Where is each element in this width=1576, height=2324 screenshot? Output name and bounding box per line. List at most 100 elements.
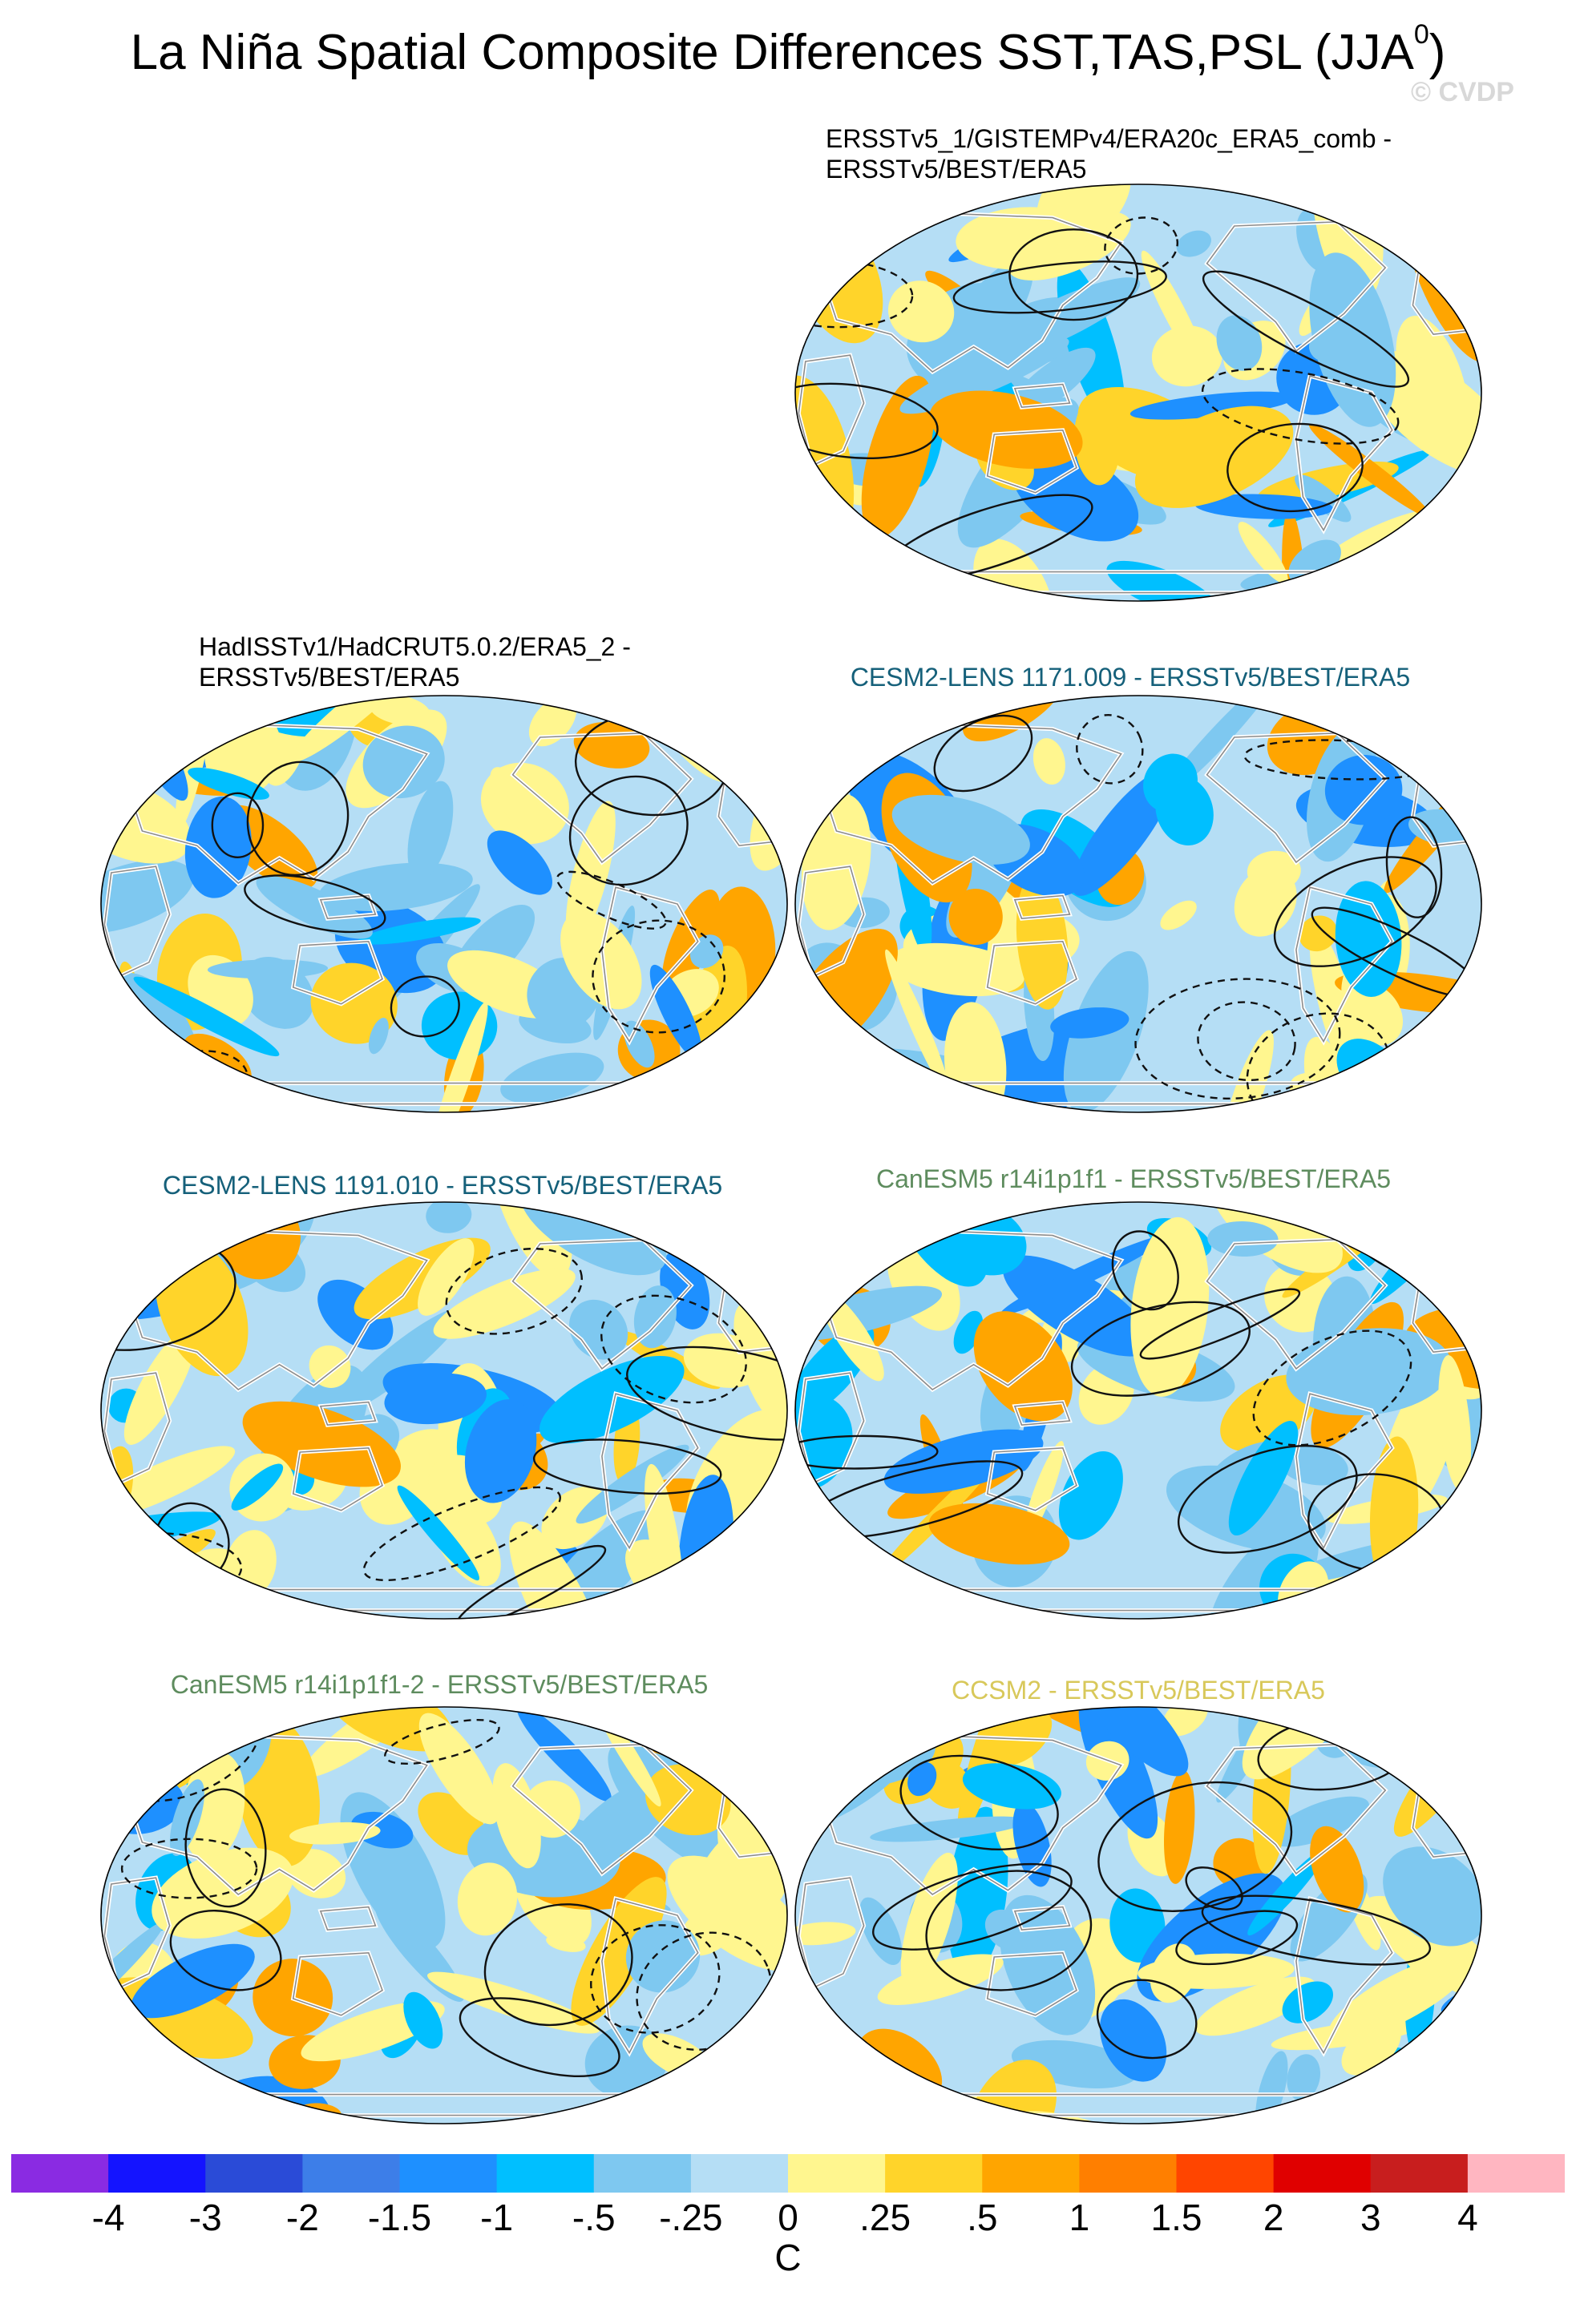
anomaly-patch xyxy=(861,375,935,539)
map-border xyxy=(100,1706,788,2124)
anomaly-patch xyxy=(1324,755,1403,825)
anomaly-patch xyxy=(397,1485,479,1581)
coastline xyxy=(798,1877,865,1990)
anomaly-patch xyxy=(1294,474,1352,522)
pressure-contour xyxy=(246,761,350,877)
anomaly-patch xyxy=(887,280,955,343)
anomaly-patch xyxy=(182,1751,245,1862)
pressure-contour xyxy=(1139,1288,1301,1360)
anomaly-patch xyxy=(309,1345,351,1388)
pressure-contour xyxy=(1202,270,1410,388)
map-panel-6 xyxy=(100,1706,788,2124)
pressure-contour xyxy=(600,1294,747,1404)
anomaly-patch xyxy=(188,767,269,800)
colorbar-swatch xyxy=(302,2154,401,2193)
pressure-contour xyxy=(568,775,689,886)
anomaly-patch xyxy=(487,830,552,895)
pressure-contour xyxy=(169,1910,282,1991)
anomaly-patch xyxy=(490,767,544,837)
anomaly-patch xyxy=(752,1712,787,1791)
anomaly-patch xyxy=(169,1779,204,1856)
pressure-contour xyxy=(872,1862,1073,1951)
map-panel-7 xyxy=(794,1706,1482,2124)
anomaly-patch xyxy=(759,1755,782,1795)
panel-2-label: HadISSTv1/HadCRUT5.0.2/ERA5_2 - ERSSTv5/… xyxy=(199,631,631,692)
anomaly-patch xyxy=(1073,397,1121,486)
pressure-contour xyxy=(157,1050,249,1108)
anomaly-patch xyxy=(242,1401,401,1487)
anomaly-patch xyxy=(107,2068,176,2124)
colorbar-swatch xyxy=(1273,2154,1372,2193)
colorbar-swatch xyxy=(1176,2154,1275,2193)
colorbar-swatch xyxy=(1079,2154,1178,2193)
anomaly-patch xyxy=(870,1816,1028,1842)
anomaly-patch xyxy=(1308,423,1432,518)
anomaly-patch xyxy=(1386,1071,1481,1112)
anomaly-patch xyxy=(1050,1007,1129,1039)
anomaly-patch xyxy=(962,1763,1061,1810)
colorbar-tick-label: -2 xyxy=(285,2197,319,2238)
anomaly-patch xyxy=(133,976,280,1057)
map-border xyxy=(100,1201,788,1620)
coastline xyxy=(1206,1743,1387,1875)
pressure-contour xyxy=(952,260,1167,314)
anomaly-patch xyxy=(1216,315,1263,371)
coastline xyxy=(1206,220,1387,353)
colorbar-swatch xyxy=(1467,2154,1565,2193)
panel-4-label-line1: CESM2-LENS 1191.010 - ERSSTv5/BEST/ERA5 xyxy=(162,1171,723,1200)
map-panel-1 xyxy=(794,184,1482,602)
pressure-contour xyxy=(1104,216,1178,275)
anomaly-patch xyxy=(624,1020,655,1068)
pressure-contour xyxy=(483,1903,633,2027)
anomaly-patch xyxy=(667,1855,787,1971)
anomaly-patch xyxy=(1443,184,1481,226)
anomaly-patch xyxy=(1299,915,1338,952)
anomaly-patch xyxy=(318,862,473,912)
cvdp-watermark: © CVDP xyxy=(1411,77,1514,107)
pressure-contour xyxy=(925,1870,1093,1991)
pressure-contour xyxy=(1134,978,1341,1099)
anomaly-patch xyxy=(523,1780,581,1838)
pressure-contour xyxy=(1185,1866,1243,1910)
anomaly-patch xyxy=(516,1707,612,1802)
anomaly-patch xyxy=(101,1707,160,1764)
anomaly-patch xyxy=(289,696,420,763)
anomaly-patch xyxy=(1448,1517,1481,1619)
anomaly-patch xyxy=(891,794,1030,865)
map-border xyxy=(794,1706,1482,2124)
anomaly-patch xyxy=(1438,1354,1472,1492)
anomaly-patch xyxy=(1032,738,1065,785)
pressure-contour xyxy=(1385,816,1443,918)
anomaly-patch xyxy=(457,1862,518,1936)
map-panel-4 xyxy=(100,1201,788,1620)
colorbar-swatch xyxy=(982,2154,1080,2193)
anomaly-patch xyxy=(1310,1826,1364,1913)
coastline xyxy=(601,1898,699,2055)
anomaly-patch xyxy=(1010,347,1096,417)
anomaly-patch xyxy=(1058,1450,1123,1540)
pressure-contour xyxy=(390,975,460,1038)
anomaly-patch xyxy=(286,1849,346,1898)
anomaly-patch xyxy=(1134,405,1294,508)
anomaly-patch xyxy=(1238,522,1288,584)
anomaly-patch xyxy=(231,1463,284,1511)
anomaly-patch xyxy=(131,1943,255,2019)
coastline xyxy=(986,940,1077,1005)
colorbar-tick-label: 1 xyxy=(1069,2197,1090,2238)
anomaly-patch xyxy=(929,390,1083,469)
coastline xyxy=(986,1951,1077,2016)
coastline xyxy=(1013,383,1071,409)
anomaly-patch xyxy=(883,1429,1044,1494)
anomaly-patch xyxy=(114,696,188,801)
map-border xyxy=(794,1201,1482,1620)
map-panel-3 xyxy=(794,695,1482,1113)
anomaly-patch xyxy=(384,1373,487,1425)
anomaly-patch xyxy=(1141,250,1208,373)
pressure-contour xyxy=(1197,1001,1296,1082)
colorbar xyxy=(11,2154,1565,2193)
anomaly-patch xyxy=(1287,2054,1321,2101)
coastline xyxy=(127,1230,428,1390)
anomaly-patch xyxy=(928,1503,1070,1565)
colorbar-tick-label: .25 xyxy=(859,2197,911,2238)
coastline xyxy=(798,354,865,467)
